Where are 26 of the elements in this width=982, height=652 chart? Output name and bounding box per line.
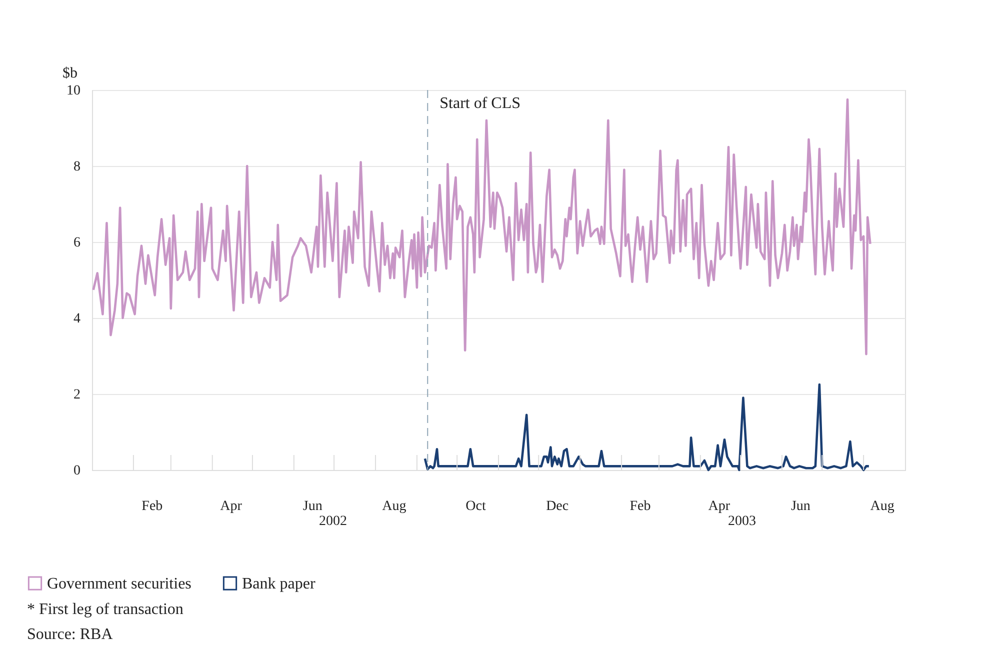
x-tick-label: Jun — [790, 499, 810, 514]
legend-label: Government securities — [47, 575, 192, 592]
x-tick-label: Aug — [382, 499, 406, 514]
ref-line-label: Start of CLS — [440, 95, 521, 112]
x-tick-label: Feb — [142, 499, 163, 514]
x-tick-label: Jun — [302, 499, 322, 514]
y-tick-label: 2 — [74, 388, 80, 402]
y-axis-title: $b — [62, 66, 78, 82]
legend-label: Bank paper — [242, 575, 316, 592]
y-tick-label: 4 — [74, 312, 80, 326]
line-series — [424, 383, 870, 472]
text: 2002 — [319, 514, 347, 529]
text: 2003 — [728, 514, 756, 529]
source-note: Source: RBA — [27, 626, 114, 643]
y-tick-label: 6 — [74, 236, 80, 250]
line-series — [92, 98, 872, 356]
x-tick-label: Apr — [708, 499, 730, 514]
text: * First leg of transaction — [27, 601, 184, 618]
x-tick-label: Apr — [220, 499, 242, 514]
x-tick-label: Aug — [870, 499, 894, 514]
x-tick-label: Feb — [630, 499, 651, 514]
y-tick-label: 0 — [74, 464, 80, 478]
y-tick-label: 8 — [74, 160, 80, 174]
y-tick-label: 10 — [66, 84, 80, 98]
x-tick-label: Oct — [466, 499, 486, 514]
x-tick-label: Dec — [546, 499, 569, 514]
